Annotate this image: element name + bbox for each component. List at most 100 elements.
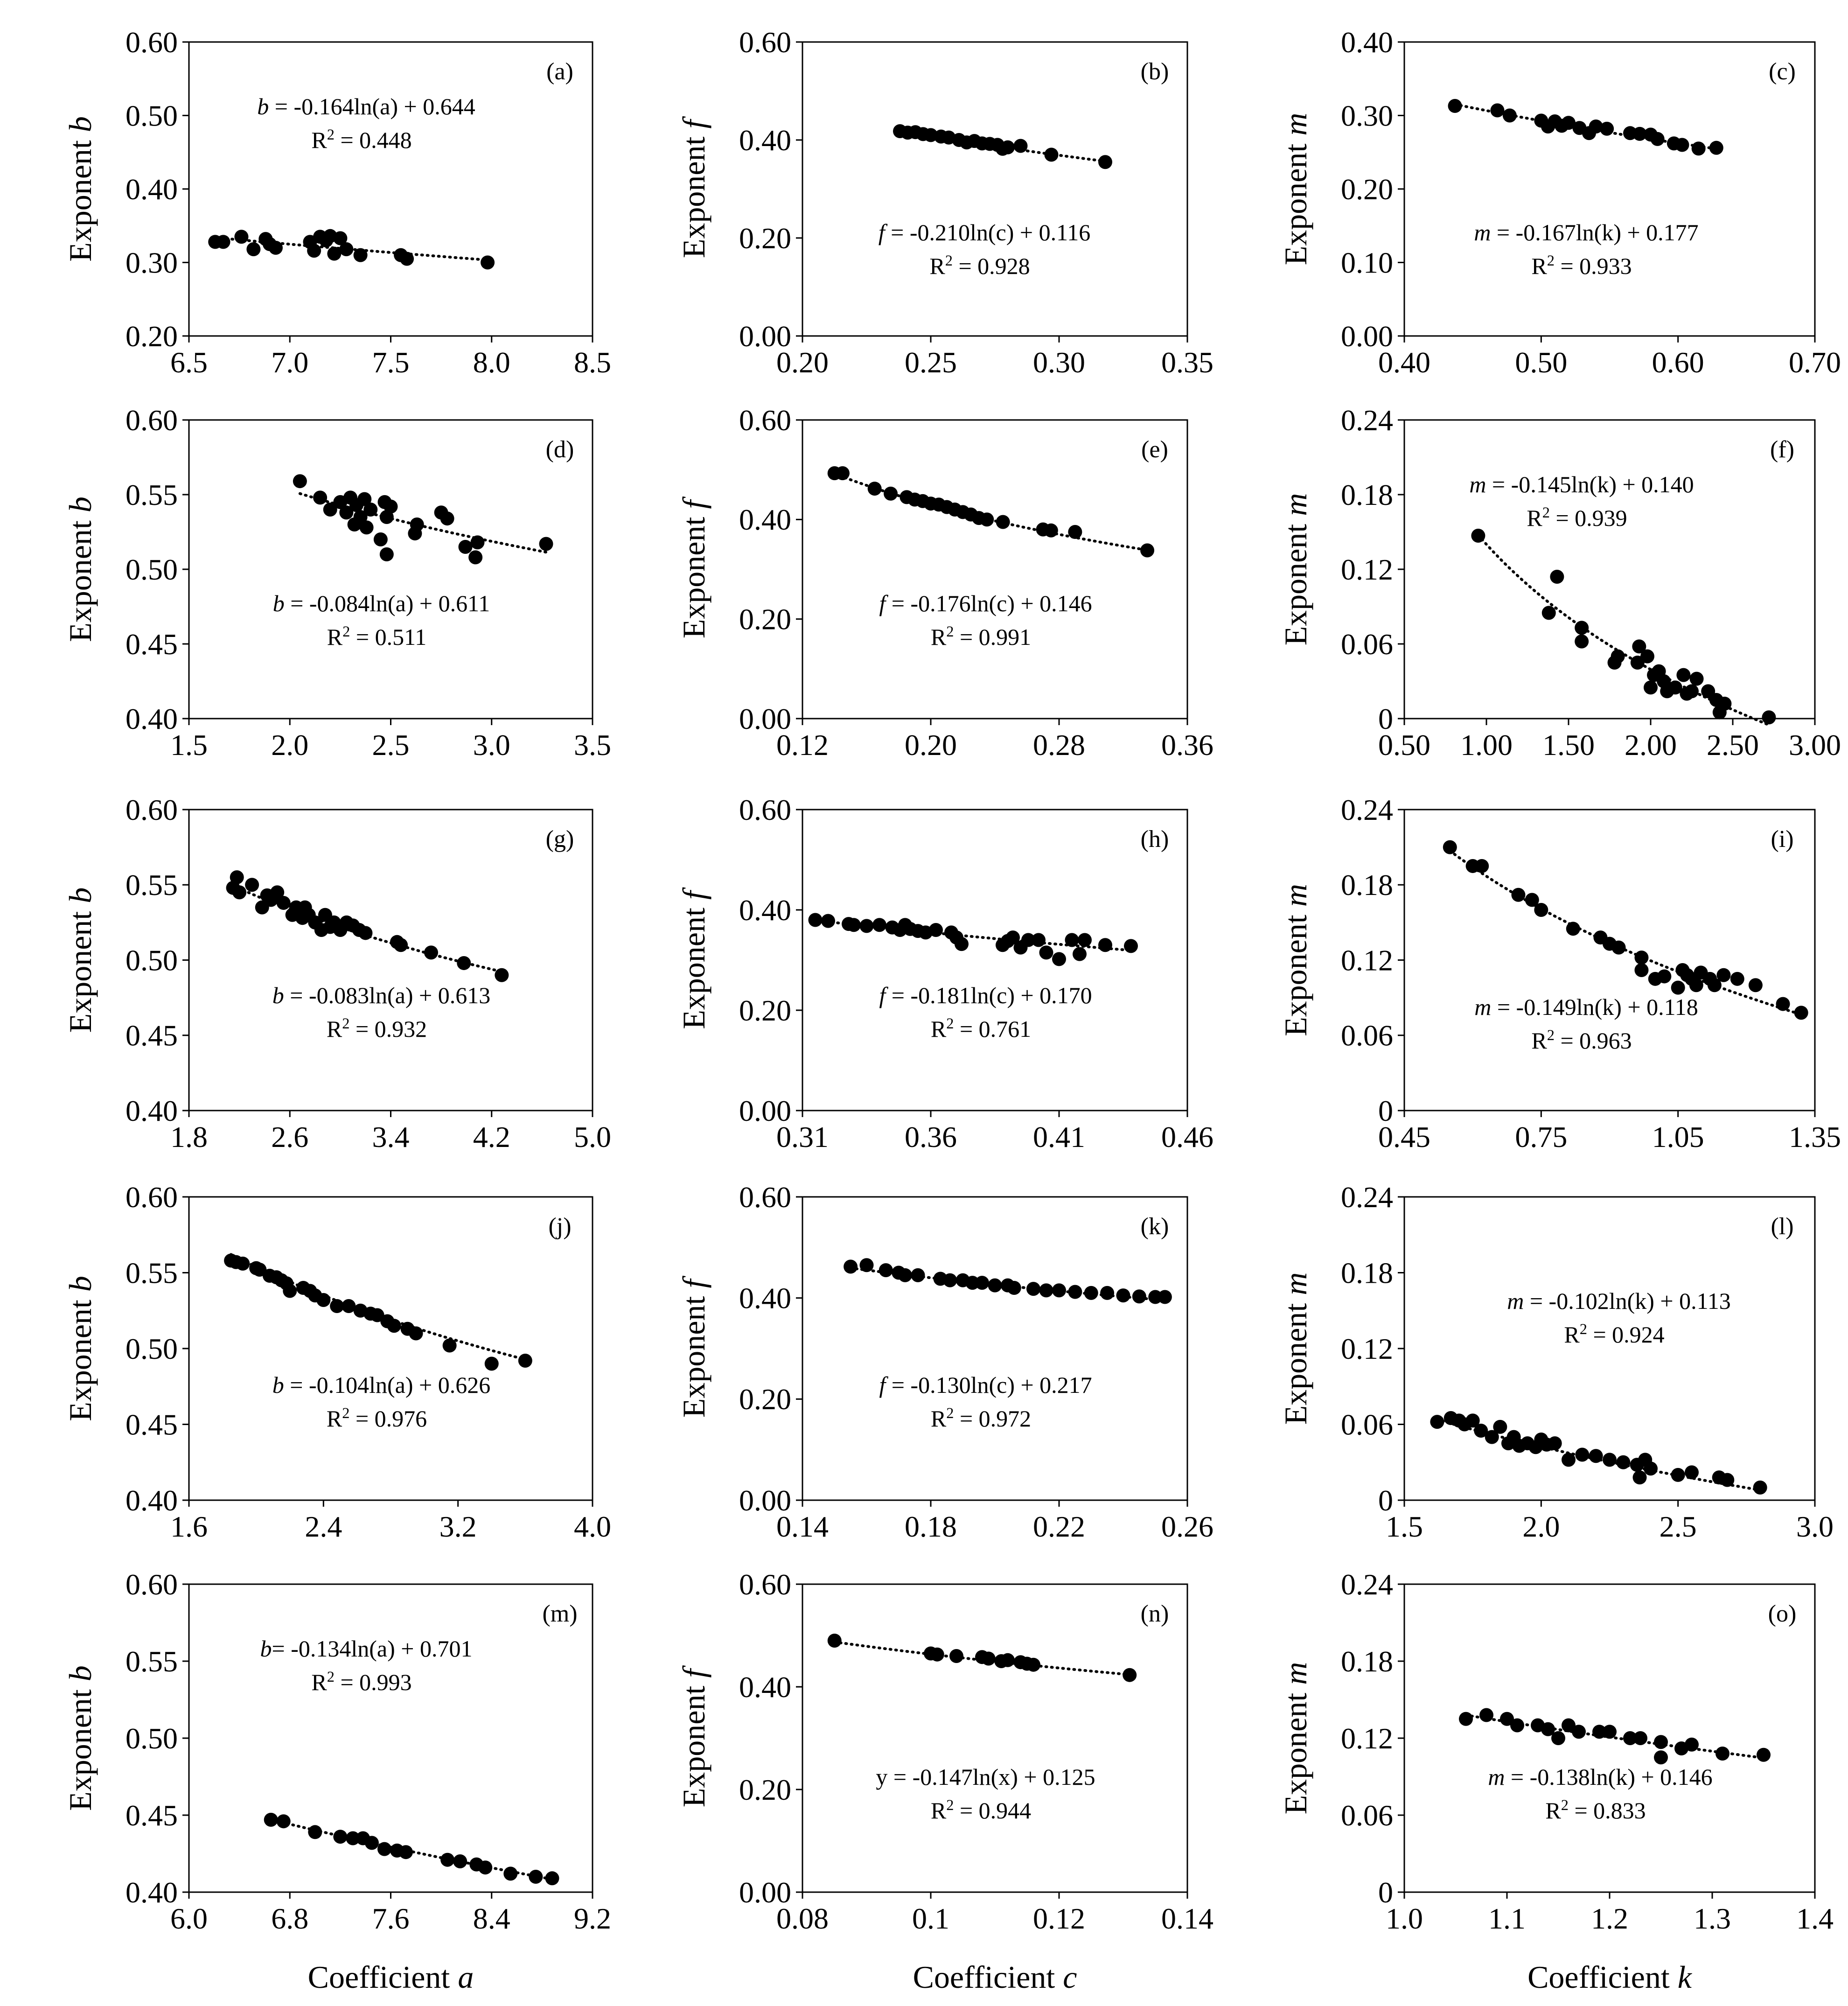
data-point: [1657, 969, 1672, 984]
chart-panel: 0.00 0.20 0.40 0.60 0.12 0.20 0.28 0.36 Exponent…: [676, 404, 1213, 762]
x-tick-label: 0.12: [776, 728, 829, 762]
data-point: [1500, 1712, 1514, 1726]
data-point: [276, 1814, 291, 1829]
y-tick-label: 0.45: [126, 1799, 178, 1832]
y-axis-title: Exponent f: [676, 887, 711, 1029]
data-point: [1794, 1006, 1808, 1020]
x-tick-label: 6.0: [170, 1902, 208, 1935]
y-tick-label: 0: [1378, 1094, 1393, 1127]
data-point: [478, 1860, 493, 1875]
data-point: [980, 512, 994, 527]
x-tick-label: 1.3: [1694, 1902, 1731, 1935]
data-point: [949, 1649, 963, 1663]
data-point: [1490, 103, 1505, 118]
data-point: [353, 510, 368, 524]
data-point: [1039, 1283, 1053, 1298]
y-axis-title: Exponent f: [676, 116, 711, 259]
data-point: [252, 1263, 267, 1277]
x-tick-label: 3.4: [372, 1120, 410, 1153]
data-point: [1068, 525, 1082, 539]
data-point: [384, 499, 398, 514]
data-point: [1132, 1289, 1146, 1304]
data-point: [1654, 1750, 1668, 1765]
y-axis-title: Exponent f: [676, 1665, 711, 1808]
y-axis-title: Exponent m: [1278, 493, 1313, 646]
y-tick-label: 0.20: [1341, 173, 1393, 206]
plot-frame: [1403, 419, 1816, 720]
x-tick-label: 0.22: [1033, 1510, 1085, 1543]
trend-equation: m = -0.149ln(k) + 0.118: [1474, 994, 1698, 1020]
x-tick-label: 0.50: [1378, 728, 1430, 762]
y-tick-label: 0.18: [1341, 478, 1393, 511]
data-point: [1632, 639, 1646, 654]
data-point: [363, 503, 378, 517]
data-point: [1510, 1718, 1524, 1733]
data-point: [457, 956, 471, 970]
y-tick-label: 0.40: [739, 1281, 791, 1314]
x-tick-label: 0.20: [776, 346, 829, 379]
data-point: [1548, 1436, 1562, 1451]
y-axis-title: Exponent m: [1278, 884, 1313, 1036]
y-tick-label: 0.45: [126, 1019, 178, 1052]
y-axis-title: Exponent b: [63, 1665, 98, 1811]
trend-equation: m = -0.167ln(k) + 0.177: [1474, 219, 1698, 245]
panel-tag: (l): [1771, 1213, 1793, 1240]
r-squared: R2 = 0.963: [1531, 1027, 1632, 1054]
data-point: [1026, 1282, 1040, 1296]
x-tick-label: 1.5: [170, 728, 208, 762]
data-point: [1032, 933, 1046, 947]
chart-panel: 0 0.06 0.12 0.18 0.24 0.45 0.75 1.05 1.35 Exponen…: [1278, 793, 1841, 1153]
y-tick-label: 0.40: [739, 503, 791, 536]
data-point: [364, 1836, 379, 1850]
y-tick-label: 0.06: [1341, 628, 1393, 661]
y-tick-label: 0.06: [1341, 1019, 1393, 1052]
trend-equation: b = -0.084ln(a) + 0.611: [273, 590, 490, 616]
data-point: [1474, 1424, 1488, 1438]
data-point: [1650, 132, 1665, 146]
panel-tag: (h): [1141, 826, 1169, 853]
trend-equation: m = -0.102ln(k) + 0.113: [1507, 1288, 1731, 1314]
x-tick-label: 0.14: [1161, 1902, 1213, 1935]
chart-panel: 0.00 0.20 0.40 0.60 0.14 0.18 0.22 0.26 Exponent…: [676, 1181, 1213, 1543]
data-point: [1148, 1290, 1163, 1304]
r-squared: R2 = 0.833: [1545, 1797, 1646, 1824]
x-tick-label: 0.14: [776, 1510, 829, 1543]
x-tick-label: 9.2: [574, 1902, 611, 1935]
x-tick-label: 1.6: [170, 1510, 208, 1543]
data-point: [1685, 684, 1699, 699]
panel-tag: (d): [546, 436, 574, 463]
y-tick-label: 0.00: [739, 1094, 791, 1127]
data-point: [410, 517, 424, 531]
data-point: [1716, 1747, 1729, 1761]
trend-equation: f = -0.210ln(c) + 0.116: [879, 219, 1090, 245]
data-point: [1073, 947, 1087, 961]
data-point: [867, 482, 882, 496]
trend-equation: y = -0.147ln(x) + 0.125: [876, 1764, 1095, 1790]
y-axis-title: Exponent b: [63, 116, 98, 262]
plot-frame: [188, 1196, 593, 1501]
data-point: [1566, 922, 1580, 936]
data-point: [481, 255, 495, 270]
data-point: [1671, 1468, 1685, 1482]
data-point: [1762, 710, 1776, 725]
data-point: [1753, 1480, 1767, 1495]
panel-tag: (j): [548, 1213, 571, 1240]
y-tick-label: 0.60: [126, 404, 178, 437]
y-tick-label: 0.50: [126, 944, 178, 977]
data-point: [859, 1258, 874, 1272]
data-point: [844, 1259, 858, 1274]
x-tick-label: 1.2: [1591, 1902, 1628, 1935]
data-point: [1616, 1455, 1631, 1469]
y-tick-label: 0: [1378, 1484, 1393, 1517]
data-point: [1493, 1419, 1507, 1434]
x-tick-label: 0.60: [1652, 346, 1704, 379]
x-tick-label: 0.1: [912, 1902, 949, 1935]
y-tick-label: 0.50: [126, 1722, 178, 1755]
data-point: [1485, 1430, 1499, 1444]
data-point: [1006, 930, 1020, 945]
data-point: [1068, 1285, 1082, 1299]
data-point: [264, 1812, 278, 1827]
chart-panel: 0.40 0.45 0.50 0.55 0.60 6.0 6.8 7.6 8.4 9.2 Expon…: [63, 1568, 611, 1995]
data-point: [245, 878, 259, 892]
data-point: [827, 1634, 842, 1648]
